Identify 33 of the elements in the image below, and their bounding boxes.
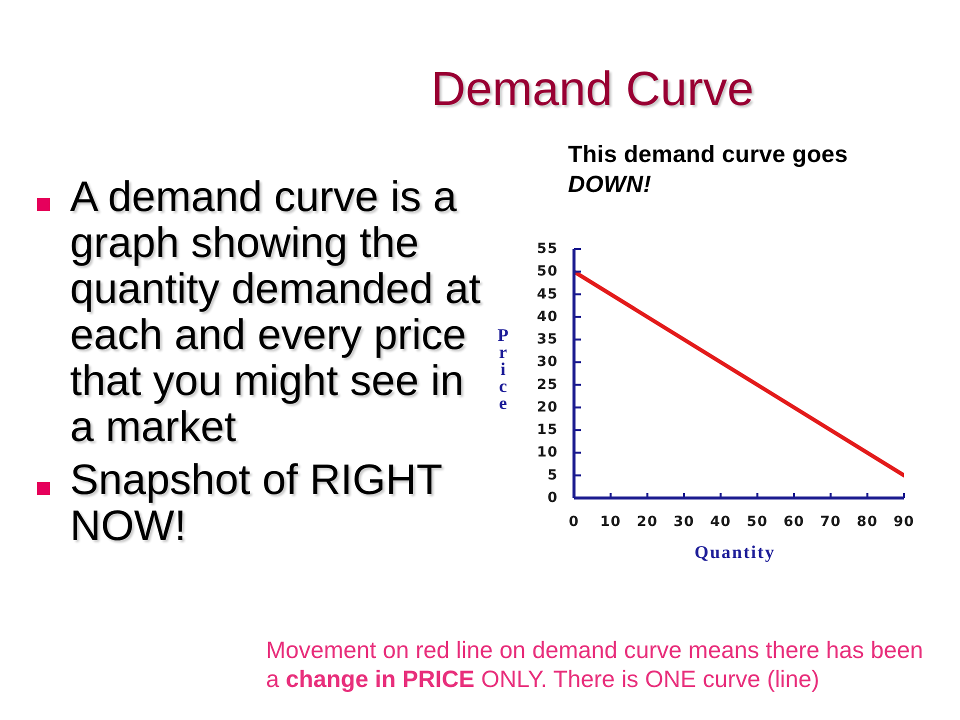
- x-tick-label: 30: [673, 514, 695, 530]
- text: This demand curve goes: [568, 140, 848, 169]
- y-tick-label: 50: [536, 264, 558, 280]
- x-tick-label: 10: [600, 514, 622, 530]
- x-tick-label: 70: [820, 514, 842, 530]
- y-tick-label: 10: [536, 444, 558, 461]
- x-tick-label: 0: [568, 514, 580, 530]
- y-tick-label: 55: [536, 241, 558, 257]
- y-tick-label: 20: [536, 399, 558, 416]
- y-tick-label: 30: [536, 354, 558, 370]
- x-tick-label: 50: [746, 514, 768, 530]
- chart-title: Demand Curve: [431, 62, 754, 118]
- text: A demand curve is a graph showing the quantity demanded at each and every price that you might see in a market: [70, 173, 482, 451]
- y-tick-label: 25: [536, 376, 558, 393]
- x-axis-title: Quantity: [693, 541, 776, 564]
- x-tick-label: 40: [710, 514, 732, 530]
- text: change in PRICE: [286, 666, 475, 695]
- y-tick-label: 5: [547, 467, 558, 484]
- y-tick-label: 40: [536, 308, 558, 325]
- x-tick-label: 20: [636, 514, 658, 530]
- y-tick-label: 35: [536, 332, 558, 348]
- x-tick-label: 90: [893, 514, 915, 530]
- y-tick-label: 45: [536, 286, 558, 302]
- x-tick-label: 80: [856, 514, 878, 530]
- y-tick-label: 0: [547, 490, 558, 506]
- text: Movement on red line on demand curve means there has been: [266, 637, 924, 666]
- text: ONLY. There is ONE curve (line): [481, 666, 820, 695]
- text: a: [266, 666, 280, 695]
- y-tick-label: 15: [536, 422, 558, 438]
- text: Snapshot of RIGHT NOW!: [70, 456, 443, 550]
- x-tick-label: 60: [783, 514, 805, 530]
- text: DOWN!: [568, 170, 652, 199]
- y-axis-title: Price: [497, 325, 509, 413]
